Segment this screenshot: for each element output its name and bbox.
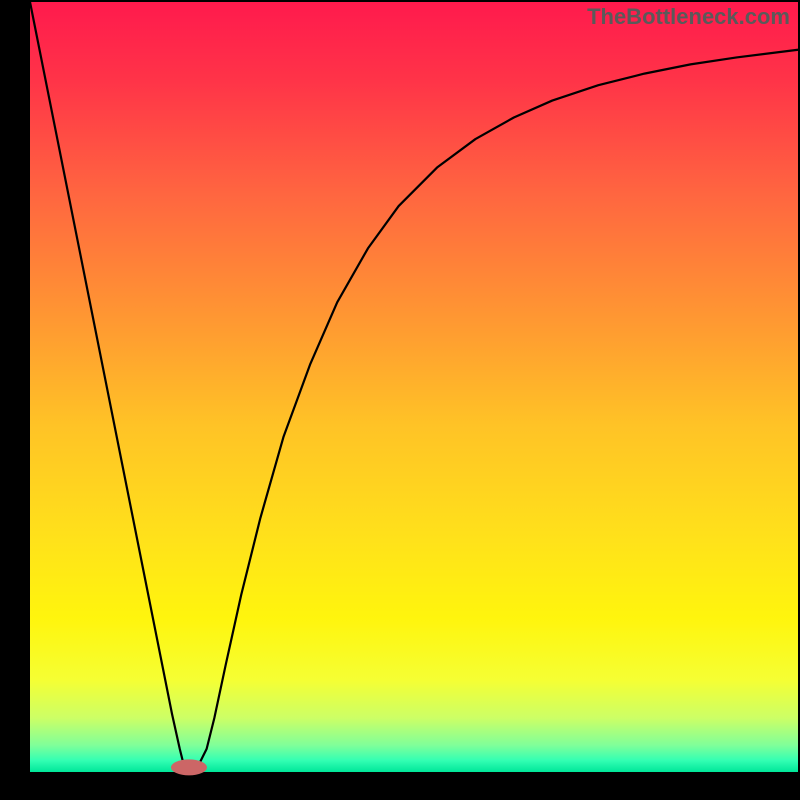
chart-svg xyxy=(0,0,800,800)
optimal-marker xyxy=(171,759,207,775)
bottleneck-chart: TheBottleneck.com xyxy=(0,0,800,800)
watermark-text: TheBottleneck.com xyxy=(587,4,790,30)
